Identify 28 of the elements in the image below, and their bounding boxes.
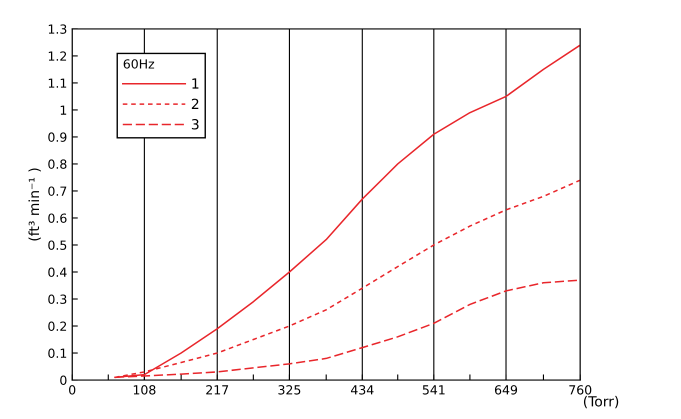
y-tick-label: 0.2 [48, 321, 66, 331]
x-tick-label: 649 [494, 385, 518, 395]
y-tick-label: 1 [60, 106, 66, 115]
x-tick-label: 0 [69, 385, 76, 395]
legend-label: 1 [192, 78, 198, 89]
y-tick-label: 1.1 [48, 78, 66, 88]
legend-label: 3 [192, 119, 199, 130]
y-tick-label: 1.3 [48, 24, 66, 34]
y-tick-label: 0.4 [48, 267, 67, 277]
y-tick-label: 1.2 [48, 51, 66, 61]
x-tick-label: 217 [206, 385, 228, 394]
y-tick-label: 0.3 [48, 294, 66, 304]
y-tick-label: 0 [60, 376, 66, 385]
y-tick-label: 0.5 [48, 240, 66, 250]
x-tick-label: 108 [134, 385, 156, 395]
x-axis-title: (Torr) [584, 396, 618, 408]
x-tick-label: 541 [422, 385, 445, 395]
legend-label: 2 [192, 98, 198, 109]
x-tick-label: 325 [278, 385, 300, 395]
y-tick-label: 0.7 [48, 186, 66, 196]
y-tick-label: 0.6 [48, 213, 67, 223]
x-tick-label: 760 [569, 385, 592, 395]
y-tick-label: 0.9 [48, 132, 66, 142]
y-tick-label: 0.8 [48, 159, 66, 169]
legend-title: 60Hz [124, 59, 154, 69]
y-tick-label: 0.1 [48, 348, 66, 358]
y-axis-title: (ft³ min⁻¹ ) [28, 168, 41, 240]
x-tick-label: 434 [350, 385, 374, 395]
